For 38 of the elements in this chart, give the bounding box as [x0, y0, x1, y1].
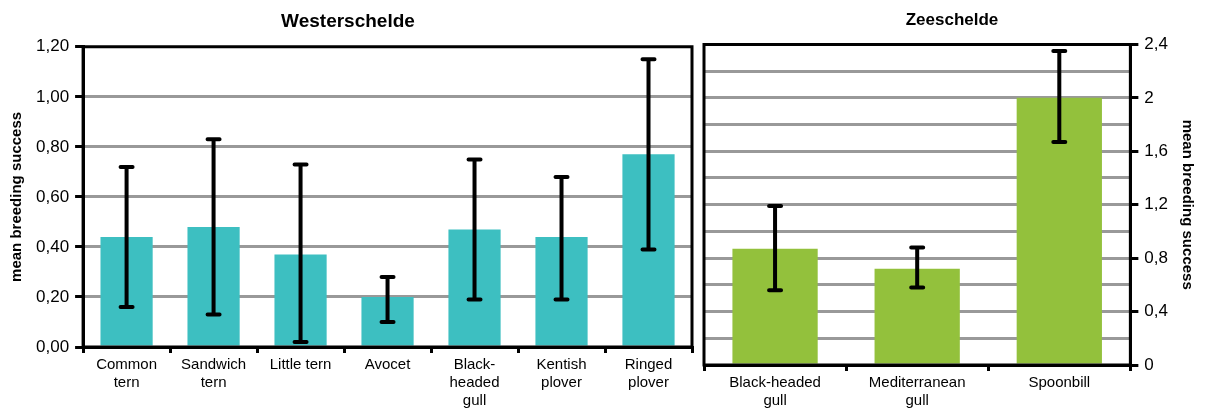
bar [187, 226, 240, 346]
y-tick-label: 1,00 [35, 86, 70, 106]
y2-tick-label: 1,2 [1144, 194, 1169, 214]
y2-tick-label: 2 [1144, 87, 1154, 107]
x-tick-label: Black-headed gull [729, 373, 821, 409]
bar [448, 229, 501, 346]
x-tick-label: Black-headed gull [449, 355, 500, 409]
x-tick-label: Little tern [269, 355, 332, 373]
chart-title: Westerschelde [281, 9, 415, 31]
x-tick-label: Sandwich tern [181, 355, 247, 391]
bar [732, 248, 818, 364]
bar [874, 268, 960, 364]
y2-axis-title: mean breeding success [1179, 119, 1197, 290]
bar [622, 154, 675, 346]
y2-tick-label: 1,6 [1144, 140, 1169, 160]
x-tick-label: Mediterranean gull [868, 373, 966, 409]
y2-tick-label: 0,8 [1144, 247, 1169, 267]
x-tick-label: Kentish plover [536, 355, 587, 391]
x-tick-label: Spoonbill [1028, 373, 1091, 391]
y-tick-label: 1,20 [35, 36, 70, 56]
x-tick-label: Common tern [96, 355, 158, 391]
x-tick-label: Avocet [364, 355, 412, 373]
bar [1016, 97, 1102, 364]
bar [100, 236, 153, 346]
y-tick-label: 0,20 [35, 286, 70, 306]
y2-tick-label: 0 [1144, 354, 1154, 374]
y-tick-label: 0,80 [35, 136, 70, 156]
y-tick-label: 0,40 [35, 236, 70, 256]
y2-tick-label: 0,4 [1144, 301, 1169, 321]
bar [535, 236, 588, 346]
y-axis-title: mean breeding success [7, 111, 25, 282]
bar [361, 296, 414, 346]
bar [274, 254, 327, 346]
y-tick-label: 0,00 [35, 336, 70, 356]
chart-title: Zeeschelde [905, 9, 999, 29]
y-tick-label: 0,60 [35, 186, 70, 206]
x-tick-label: Ringed plover [624, 355, 673, 391]
y2-tick-label: 2,4 [1144, 34, 1169, 54]
